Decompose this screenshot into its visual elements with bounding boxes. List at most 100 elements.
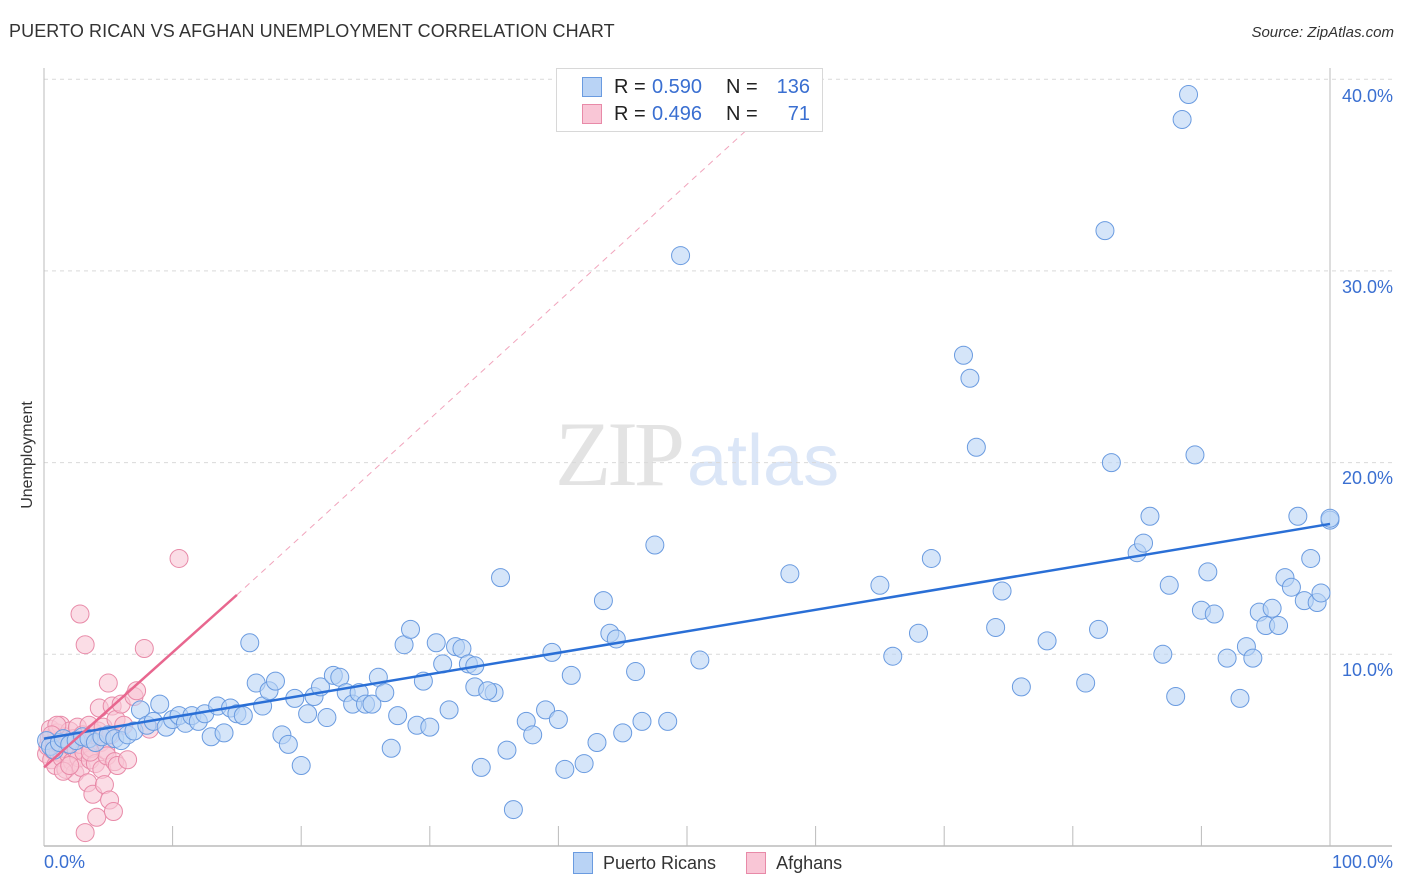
puerto-ricans-point <box>362 694 382 714</box>
puerto-ricans-point <box>593 591 613 611</box>
puerto-ricans-point <box>426 633 446 653</box>
puerto-ricans-point <box>992 581 1012 601</box>
n-value: 71 <box>787 102 810 125</box>
puerto-ricans-point <box>536 700 556 720</box>
puerto-ricans-point <box>265 671 285 691</box>
watermark-atlas: atlas <box>687 421 840 501</box>
puerto-ricans-point <box>1320 508 1340 528</box>
puerto-ricans-point <box>561 665 581 685</box>
legend-label: Afghans <box>776 852 843 873</box>
puerto-ricans-point <box>671 246 691 266</box>
puerto-ricans-point <box>908 623 928 643</box>
puerto-ricans-point <box>278 734 298 754</box>
afghans-point <box>75 823 95 843</box>
puerto-ricans-legend-swatch-icon <box>573 852 593 874</box>
afghans-legend-swatch-icon <box>746 852 767 874</box>
trend-lines <box>43 117 1331 769</box>
puerto-ricans-point <box>1011 677 1031 697</box>
axes <box>43 68 1392 847</box>
puerto-ricans-point <box>574 754 594 774</box>
puerto-ricans-point <box>497 740 517 760</box>
puerto-ricans-point <box>1166 686 1186 706</box>
puerto-ricans-point <box>1101 453 1121 473</box>
puerto-ricans-point <box>555 759 575 779</box>
r-value: 0.590 <box>652 75 703 98</box>
puerto-ricans-point <box>317 708 337 728</box>
puerto-ricans-point <box>491 568 511 588</box>
afghans-trend-extension <box>236 117 761 596</box>
puerto-ricans-point <box>1301 548 1321 568</box>
puerto-ricans-point <box>1089 619 1109 639</box>
puerto-ricans-point <box>375 683 395 703</box>
puerto-ricans-point <box>1134 533 1154 553</box>
puerto-ricans-point <box>439 700 459 720</box>
y-axis-label: Unemployment <box>19 401 36 509</box>
puerto-ricans-point <box>1204 604 1224 624</box>
series-legend: Puerto Ricans Afghans <box>573 852 872 874</box>
afghans-trend-line <box>43 593 238 769</box>
puerto-ricans-point <box>523 725 543 745</box>
y-tick-10: 10.0% <box>1341 660 1393 680</box>
puerto-ricans-point <box>503 800 523 820</box>
puerto-ricans-point <box>1159 575 1179 595</box>
afghans-point <box>75 635 95 655</box>
puerto-ricans-point <box>1095 221 1115 241</box>
y-tick-20: 20.0% <box>1341 468 1393 488</box>
afghans-point <box>98 673 118 693</box>
puerto-ricans-point <box>240 633 260 653</box>
x-tick-100: 100.0% <box>1331 852 1393 872</box>
puerto-ricans-point <box>214 723 234 743</box>
puerto-ricans-point <box>420 717 440 737</box>
puerto-ricans-point <box>1281 577 1301 597</box>
puerto-ricans-point <box>658 711 678 731</box>
puerto-ricans-point <box>1269 616 1289 636</box>
afghans-point <box>134 639 154 659</box>
afghans-point <box>87 807 107 827</box>
legend-item-puerto-ricans: Puerto Ricans <box>573 852 716 874</box>
afghans-point <box>60 755 80 775</box>
puerto-ricans-point <box>921 548 941 568</box>
afghans-points <box>37 548 189 843</box>
puerto-ricans-point <box>381 738 401 758</box>
puerto-ricans-point <box>953 345 973 365</box>
r-label: R = <box>614 102 646 125</box>
n-label: N = <box>726 102 758 125</box>
puerto-ricans-point <box>1076 673 1096 693</box>
y-tick-30: 30.0% <box>1341 277 1393 297</box>
legend-row-afghans: R = 0.496 N = 71 <box>582 102 810 126</box>
legend-label: Puerto Ricans <box>603 852 717 873</box>
correlation-legend: R = 0.590 N = 136 R = 0.496 N = 71 <box>556 68 823 132</box>
y-tick-40: 40.0% <box>1341 86 1393 106</box>
puerto-ricans-point <box>1198 562 1218 582</box>
puerto-ricans-point <box>1288 506 1308 526</box>
puerto-ricans-point <box>780 564 800 584</box>
puerto-ricans-point <box>690 650 710 670</box>
puerto-ricans-point <box>587 732 607 752</box>
puerto-ricans-point <box>966 437 986 457</box>
afghans-point <box>103 801 123 821</box>
r-label: R = <box>614 75 646 98</box>
x-tick-0: 0.0% <box>44 852 86 872</box>
puerto-ricans-point <box>645 535 665 555</box>
puerto-ricans-point <box>986 617 1006 637</box>
puerto-ricans-point <box>1185 445 1205 465</box>
puerto-ricans-point <box>1179 85 1199 105</box>
puerto-ricans-point <box>1311 583 1331 603</box>
legend-row-puerto-ricans: R = 0.590 N = 136 <box>582 75 810 99</box>
puerto-ricans-point <box>291 755 311 775</box>
r-value: 0.496 <box>652 102 703 125</box>
puerto-ricans-point <box>388 706 408 726</box>
puerto-ricans-point <box>298 704 318 724</box>
legend-item-afghans: Afghans <box>746 852 842 874</box>
puerto-ricans-point <box>1243 648 1263 668</box>
n-value: 136 <box>776 75 810 98</box>
puerto-ricans-point <box>471 757 491 777</box>
puerto-ricans-point <box>1140 506 1160 526</box>
watermark: ZIPatlas <box>555 408 839 500</box>
puerto-ricans-point <box>883 646 903 666</box>
gridlines <box>44 78 1392 655</box>
watermark-zip: ZIP <box>555 403 685 505</box>
puerto-ricans-point <box>1153 644 1173 664</box>
puerto-ricans-point <box>1037 631 1057 651</box>
